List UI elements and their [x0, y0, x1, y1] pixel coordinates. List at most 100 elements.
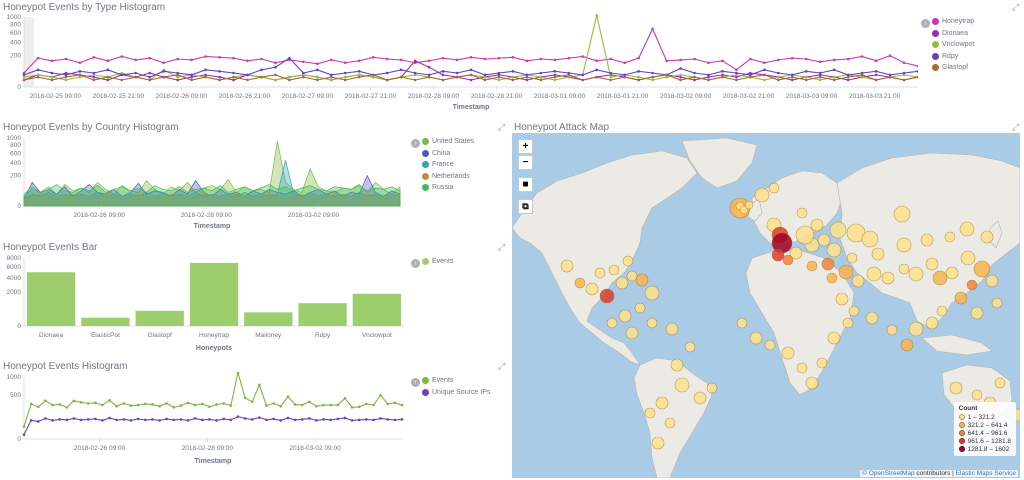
- attack-marker: [826, 272, 838, 284]
- expand-icon[interactable]: ⤢: [498, 242, 506, 252]
- expand-icon[interactable]: ⤢: [498, 122, 506, 132]
- fit-bounds-icon[interactable]: ⧉: [518, 199, 533, 214]
- data-point: [707, 75, 710, 79]
- data-point: [790, 75, 794, 79]
- data-point: [525, 78, 529, 82]
- zoom-out-button[interactable]: −: [518, 155, 533, 170]
- attack-marker: [991, 297, 1003, 309]
- data-point: [539, 78, 543, 82]
- data-point: [120, 55, 124, 58]
- legend-toggle-icon[interactable]: ›: [411, 378, 420, 387]
- data-point: [106, 75, 110, 79]
- data-point: [860, 55, 864, 58]
- data-point: [218, 56, 221, 59]
- data-point: [322, 403, 325, 407]
- legend-label: United States: [432, 138, 475, 146]
- legend-item[interactable]: Honeytrap: [932, 16, 974, 28]
- data-point: [36, 420, 40, 423]
- data-point: [29, 402, 33, 406]
- data-point: [651, 71, 654, 75]
- attack-marker: [973, 260, 991, 278]
- data-point: [637, 75, 640, 79]
- ems-link[interactable]: Elastic Maps Service: [955, 470, 1016, 477]
- data-point: [222, 417, 225, 421]
- legend-item[interactable]: Events: [422, 256, 453, 268]
- legend-item[interactable]: Unique Source IPs: [422, 387, 490, 399]
- data-point: [371, 75, 375, 79]
- map-legend: Count 1 – 321.2 321.2 – 641.4 641.4 – 961.…: [953, 402, 1016, 456]
- data-point: [567, 71, 571, 75]
- attack-marker: [970, 306, 984, 320]
- attack-marker: [881, 271, 895, 285]
- legend-item[interactable]: Vnclowpot: [932, 39, 974, 51]
- landmass-africa: [745, 250, 855, 396]
- data-point: [179, 404, 183, 407]
- y-tick-label: 600: [10, 30, 21, 37]
- data-point: [120, 78, 124, 82]
- legend-item[interactable]: Russia: [422, 182, 474, 194]
- legend-label: Events: [432, 377, 454, 385]
- data-point: [735, 75, 738, 79]
- data-point: [193, 403, 197, 407]
- osm-link[interactable]: © OpenStreetMap: [862, 470, 915, 477]
- data-point: [108, 398, 111, 402]
- expand-icon[interactable]: ⤢: [498, 361, 506, 371]
- attack-marker: [920, 233, 934, 247]
- data-point: [218, 75, 221, 79]
- data-point: [64, 75, 68, 79]
- attack-marker: [871, 247, 885, 261]
- attack-marker: [838, 264, 854, 280]
- legend-item[interactable]: Events: [422, 375, 490, 387]
- zoom-in-button[interactable]: +: [518, 139, 533, 154]
- legend-item[interactable]: China: [422, 148, 474, 160]
- map-attribution: © OpenStreetMap contributors | Elastic M…: [860, 470, 1018, 477]
- data-point: [129, 404, 133, 407]
- legend-dot-icon: [932, 52, 939, 60]
- legend-item[interactable]: Dionaea: [932, 28, 974, 40]
- data-point: [92, 78, 96, 82]
- data-point: [246, 73, 249, 77]
- data-point: [777, 75, 780, 79]
- legend-item[interactable]: Glastopf: [932, 62, 974, 74]
- data-point: [609, 57, 612, 61]
- legend-item[interactable]: United States: [422, 136, 474, 148]
- data-point: [201, 418, 204, 422]
- draw-rectangle-icon[interactable]: ■: [518, 177, 533, 192]
- data-point: [148, 71, 152, 75]
- data-point: [749, 75, 752, 79]
- attack-marker: [932, 270, 948, 286]
- attack-marker: [908, 266, 924, 282]
- legend-item[interactable]: France: [422, 159, 474, 171]
- data-point: [469, 56, 473, 59]
- attack-marker: [805, 376, 819, 390]
- attack-marker: [626, 270, 638, 282]
- series-area-france: [23, 160, 401, 207]
- data-point: [763, 68, 766, 72]
- data-point: [350, 419, 354, 422]
- legend-item[interactable]: Netherlands: [422, 171, 474, 183]
- data-point: [176, 71, 179, 75]
- attack-marker: [966, 279, 978, 291]
- expand-icon[interactable]: ⤢: [1012, 2, 1020, 12]
- attack-map[interactable]: + − ■ ⧉ Count 1 – 321.2 321.2 – 641.4 641.…: [512, 133, 1020, 478]
- data-point: [393, 401, 397, 405]
- expand-icon[interactable]: ⤢: [1012, 122, 1020, 132]
- legend-dot-icon: [422, 149, 429, 157]
- data-point: [916, 70, 918, 73]
- data-point: [250, 418, 254, 421]
- data-point: [190, 78, 193, 82]
- legend-toggle-icon[interactable]: ›: [411, 139, 420, 148]
- x-tick-label: 2018-03-01 21:00: [597, 93, 649, 100]
- attack-marker: [618, 309, 632, 323]
- data-point: [148, 75, 152, 79]
- data-point: [357, 418, 361, 422]
- legend-dot-icon: [422, 138, 429, 146]
- map-legend-item: 641.4 – 961.6: [958, 429, 1011, 437]
- data-point: [679, 58, 682, 62]
- legend-item[interactable]: Rdpy: [932, 51, 974, 63]
- legend-toggle-icon[interactable]: ›: [411, 259, 420, 268]
- data-point: [846, 73, 850, 77]
- data-point: [525, 59, 529, 63]
- data-point: [832, 68, 836, 72]
- legend-toggle-icon[interactable]: ›: [921, 19, 930, 28]
